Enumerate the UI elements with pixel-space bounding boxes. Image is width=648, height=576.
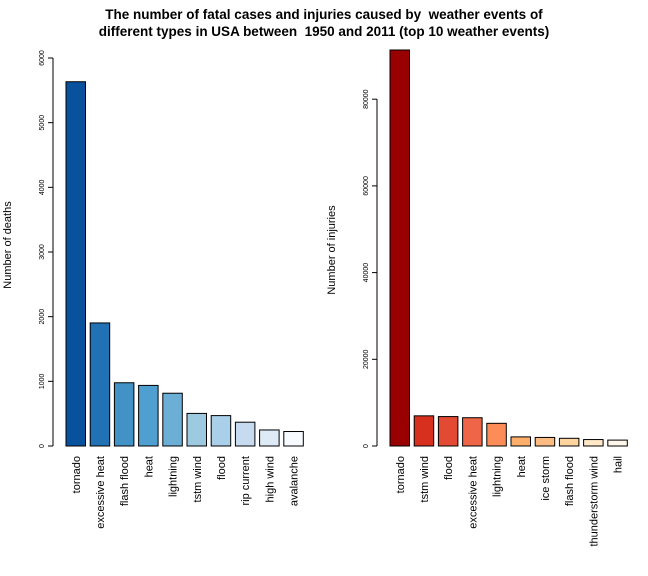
chart-2-bar xyxy=(583,439,604,447)
chart-2-y-axis-title: Number of injuries xyxy=(326,205,338,295)
chart-1-bar xyxy=(186,412,207,447)
chart-2-y-tick-label: 0 xyxy=(363,444,370,448)
chart-1-bar xyxy=(138,384,159,447)
chart-1-bar xyxy=(162,392,183,447)
chart-1-bar xyxy=(259,429,280,447)
chart-2-category-label: tornado xyxy=(395,456,407,493)
chart-1-bar xyxy=(113,382,135,447)
chart-title: The number of fatal cases and injuries c… xyxy=(0,6,648,40)
chart-1-y-axis-title: Number of deaths xyxy=(2,201,14,289)
chart-2-category-label: hail xyxy=(613,456,625,473)
chart-1-category-label: excessive heat xyxy=(95,456,107,529)
chart-1-y-tick-label: 2000 xyxy=(39,309,46,325)
chart-2-bar xyxy=(510,436,531,447)
chart-2-category-label: excessive heat xyxy=(467,456,479,529)
chart-1-y-tick-label: 1000 xyxy=(39,373,46,389)
chart-2-category-label: thunderstorm wind xyxy=(588,456,600,547)
chart-2-bar xyxy=(437,416,459,447)
chart-1-category-label: tstm wind xyxy=(192,456,204,502)
chart-1-category-label: high wind xyxy=(264,456,276,502)
chart-2-bar xyxy=(413,415,435,447)
chart-1-bar xyxy=(89,322,111,447)
chart-1-category-label: heat xyxy=(143,456,155,477)
chart-2-y-tick-label: 60000 xyxy=(363,176,370,196)
chart-1-bar xyxy=(65,81,86,447)
chart-1-category-label: flood xyxy=(216,456,228,480)
chart-1-y-tick-label: 0 xyxy=(39,444,46,448)
chart-2-bar xyxy=(462,417,483,447)
chart-1-category-label: tornado xyxy=(71,456,83,493)
chart-1-y-tick-label: 6000 xyxy=(39,50,46,66)
chart-1-category-label: avalanche xyxy=(289,456,301,506)
chart-2-category-label: tstm wind xyxy=(419,456,431,502)
chart-2-bar xyxy=(389,49,410,447)
chart-2-category-label: flash flood xyxy=(564,456,576,506)
chart-1-y-tick-label: 5000 xyxy=(39,115,46,131)
chart-2-y-tick-label: 40000 xyxy=(363,263,370,283)
chart-1-bar xyxy=(234,421,256,447)
chart-1-category-label: flash flood xyxy=(119,456,131,506)
chart-1-y-tick-label: 3000 xyxy=(39,244,46,260)
chart-2-bar xyxy=(534,436,556,447)
chart-2-y-tick-label: 20000 xyxy=(363,349,370,369)
chart-1-y-tick-label: 4000 xyxy=(39,179,46,195)
chart-2-category-label: lightning xyxy=(492,456,504,497)
chart-1-category-label: lightning xyxy=(168,456,180,497)
chart-2-bar xyxy=(558,437,580,447)
chart-title-line-2: different types in USA between 1950 and … xyxy=(98,24,550,39)
chart-2-category-label: flood xyxy=(443,456,455,480)
chart-2-category-label: ice storm xyxy=(540,456,552,501)
chart-2-y-tick-label: 80000 xyxy=(363,89,370,109)
chart-2-bar xyxy=(607,439,628,447)
chart-1-category-label: rip current xyxy=(240,456,252,506)
chart-title-line-1: The number of fatal cases and injuries c… xyxy=(105,7,543,22)
chart-1-bar xyxy=(210,415,232,447)
chart-2-bar xyxy=(486,422,507,447)
chart-2-category-label: heat xyxy=(516,456,528,477)
chart-1-bar xyxy=(283,431,304,447)
